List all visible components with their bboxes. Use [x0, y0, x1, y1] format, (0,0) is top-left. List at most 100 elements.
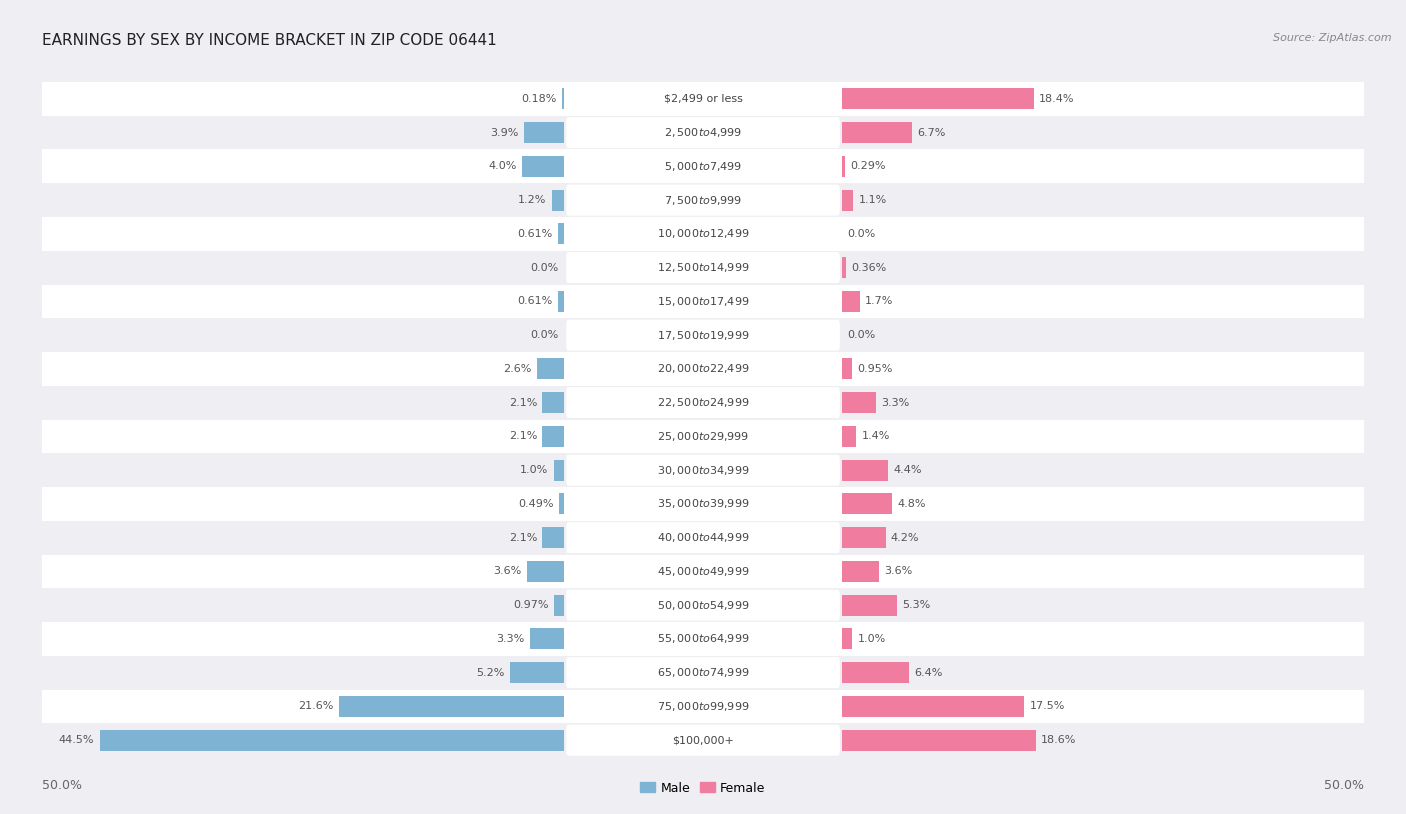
- FancyBboxPatch shape: [567, 522, 839, 554]
- Text: 0.61%: 0.61%: [517, 229, 553, 239]
- Text: $65,000 to $74,999: $65,000 to $74,999: [657, 666, 749, 679]
- Text: 17.5%: 17.5%: [1029, 702, 1066, 711]
- Text: 0.36%: 0.36%: [851, 263, 886, 273]
- FancyBboxPatch shape: [567, 387, 839, 418]
- FancyBboxPatch shape: [567, 83, 839, 115]
- Bar: [42, 150, 1364, 183]
- Text: 4.0%: 4.0%: [489, 161, 517, 172]
- Text: $5,000 to $7,499: $5,000 to $7,499: [664, 160, 742, 173]
- Text: 3.3%: 3.3%: [496, 634, 524, 644]
- Text: 1.2%: 1.2%: [517, 195, 547, 205]
- Bar: [554, 460, 564, 480]
- Text: $7,500 to $9,999: $7,500 to $9,999: [664, 194, 742, 207]
- FancyBboxPatch shape: [567, 117, 839, 148]
- Bar: [551, 190, 564, 211]
- Text: 0.97%: 0.97%: [513, 600, 548, 610]
- Bar: [558, 291, 564, 312]
- Text: 3.9%: 3.9%: [489, 128, 519, 138]
- FancyBboxPatch shape: [567, 218, 839, 249]
- FancyBboxPatch shape: [567, 421, 839, 452]
- Text: 50.0%: 50.0%: [1324, 779, 1364, 792]
- Text: $2,499 or less: $2,499 or less: [664, 94, 742, 104]
- FancyBboxPatch shape: [567, 353, 839, 384]
- Text: $10,000 to $12,499: $10,000 to $12,499: [657, 227, 749, 240]
- Bar: [523, 156, 564, 177]
- Bar: [842, 527, 886, 548]
- Text: $100,000+: $100,000+: [672, 735, 734, 745]
- Bar: [42, 656, 1364, 689]
- Text: $2,500 to $4,999: $2,500 to $4,999: [664, 126, 742, 139]
- Bar: [527, 561, 564, 582]
- FancyBboxPatch shape: [567, 488, 839, 519]
- Text: $30,000 to $34,999: $30,000 to $34,999: [657, 464, 749, 477]
- FancyBboxPatch shape: [567, 320, 839, 351]
- FancyBboxPatch shape: [567, 286, 839, 317]
- Bar: [42, 589, 1364, 622]
- Bar: [42, 689, 1364, 724]
- Text: 4.8%: 4.8%: [897, 499, 925, 509]
- Text: $45,000 to $49,999: $45,000 to $49,999: [657, 565, 749, 578]
- Text: 0.0%: 0.0%: [846, 330, 876, 340]
- Text: 1.0%: 1.0%: [520, 465, 548, 475]
- Text: 0.0%: 0.0%: [846, 229, 876, 239]
- Text: 2.6%: 2.6%: [503, 364, 531, 374]
- Bar: [42, 251, 1364, 285]
- Text: 0.61%: 0.61%: [517, 296, 553, 306]
- Bar: [842, 392, 876, 413]
- Bar: [560, 493, 564, 514]
- Bar: [842, 493, 891, 514]
- Text: Source: ZipAtlas.com: Source: ZipAtlas.com: [1274, 33, 1392, 42]
- Text: 3.6%: 3.6%: [884, 567, 912, 576]
- Bar: [42, 285, 1364, 318]
- Legend: Male, Female: Male, Female: [636, 777, 770, 799]
- Bar: [842, 628, 852, 650]
- FancyBboxPatch shape: [567, 556, 839, 587]
- FancyBboxPatch shape: [567, 151, 839, 182]
- Text: 2.1%: 2.1%: [509, 397, 537, 408]
- Text: 18.6%: 18.6%: [1042, 735, 1077, 745]
- Text: 5.2%: 5.2%: [477, 667, 505, 677]
- Bar: [842, 460, 887, 480]
- Bar: [42, 116, 1364, 150]
- Bar: [842, 358, 852, 379]
- Bar: [42, 352, 1364, 386]
- FancyBboxPatch shape: [567, 454, 839, 486]
- Bar: [554, 595, 564, 615]
- Text: $40,000 to $44,999: $40,000 to $44,999: [657, 532, 749, 544]
- Text: 1.1%: 1.1%: [859, 195, 887, 205]
- Text: $75,000 to $99,999: $75,000 to $99,999: [657, 700, 749, 713]
- Bar: [530, 628, 564, 650]
- Text: $17,500 to $19,999: $17,500 to $19,999: [657, 329, 749, 342]
- Text: 0.0%: 0.0%: [530, 330, 560, 340]
- Text: 2.1%: 2.1%: [509, 532, 537, 543]
- Bar: [42, 554, 1364, 589]
- Bar: [42, 419, 1364, 453]
- Text: 0.18%: 0.18%: [522, 94, 557, 104]
- Text: 21.6%: 21.6%: [298, 702, 333, 711]
- Text: $12,500 to $14,999: $12,500 to $14,999: [657, 261, 749, 274]
- FancyBboxPatch shape: [567, 252, 839, 283]
- Text: $35,000 to $39,999: $35,000 to $39,999: [657, 497, 749, 510]
- Text: EARNINGS BY SEX BY INCOME BRACKET IN ZIP CODE 06441: EARNINGS BY SEX BY INCOME BRACKET IN ZIP…: [42, 33, 496, 47]
- Text: 6.4%: 6.4%: [914, 667, 942, 677]
- Bar: [42, 724, 1364, 757]
- Bar: [842, 696, 1025, 717]
- Bar: [558, 223, 564, 244]
- Text: $22,500 to $24,999: $22,500 to $24,999: [657, 396, 749, 409]
- Bar: [42, 521, 1364, 554]
- Text: $15,000 to $17,499: $15,000 to $17,499: [657, 295, 749, 308]
- Bar: [42, 217, 1364, 251]
- Bar: [42, 386, 1364, 419]
- Bar: [842, 729, 1036, 751]
- Bar: [537, 358, 564, 379]
- Bar: [842, 595, 897, 615]
- Text: 4.2%: 4.2%: [891, 532, 920, 543]
- Text: 1.0%: 1.0%: [858, 634, 886, 644]
- Bar: [42, 82, 1364, 116]
- Text: $55,000 to $64,999: $55,000 to $64,999: [657, 632, 749, 646]
- Bar: [543, 392, 564, 413]
- Bar: [510, 662, 564, 683]
- Bar: [842, 662, 908, 683]
- Bar: [842, 257, 845, 278]
- Text: 0.49%: 0.49%: [519, 499, 554, 509]
